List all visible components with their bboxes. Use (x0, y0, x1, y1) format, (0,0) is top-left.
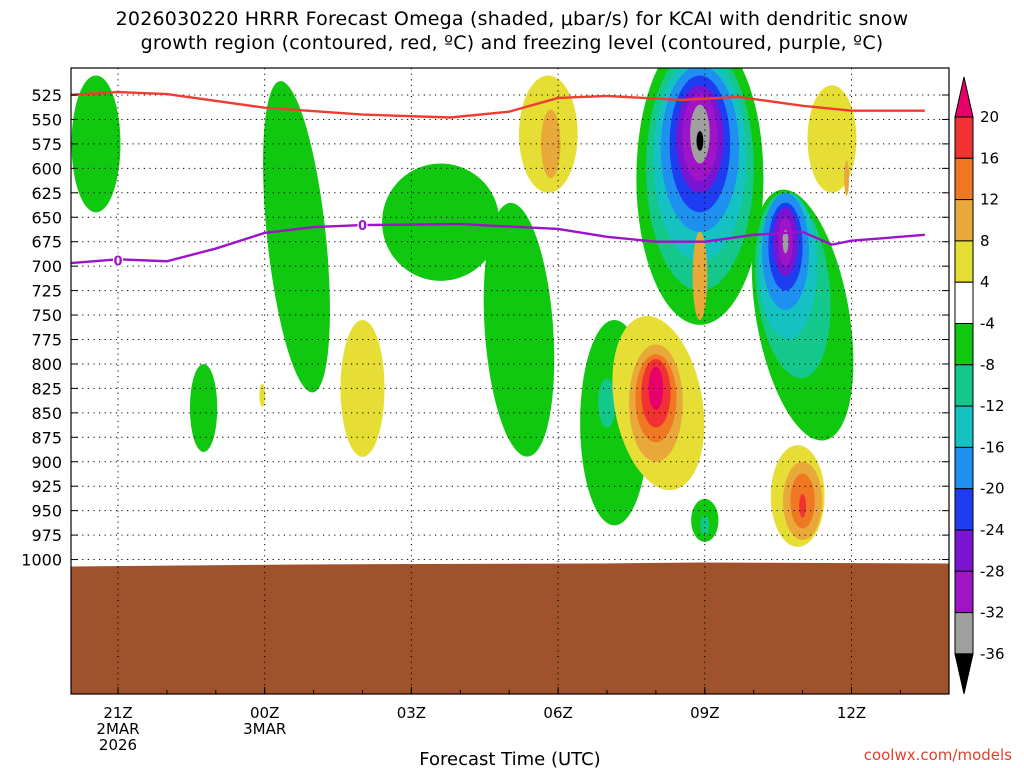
colorbar-swatch-12 (954, 570, 974, 614)
chart-title-line-1: 2026030220 HRRR Forecast Omega (shaded, … (115, 8, 909, 30)
ytick-label-725: 725 (31, 282, 62, 301)
colorbar-swatch-1 (954, 116, 974, 159)
colorbar-label-13: -36 (980, 645, 1005, 663)
ytick-label-650: 650 (31, 208, 62, 227)
dendritic-growth-line (71, 90, 925, 119)
ytick-label-1000: 1000 (21, 551, 62, 570)
y-axis: 525 550 575 600 625 650 675 700 725 750 775 800 825 8… (21, 86, 949, 570)
colorbar-top-arrow (954, 76, 974, 118)
contour-lines (71, 90, 925, 265)
omega-region-30 (807, 85, 857, 193)
colorbar-label-9: -20 (980, 480, 1005, 498)
freezing-level-line (71, 222, 925, 265)
colorbar: 20 16 12 8 4 -4 -8 -12 -16 -20 -24 -28 -32 -36 (954, 76, 1005, 695)
ytick-label-900: 900 (31, 453, 62, 472)
ytick-label-575: 575 (31, 135, 62, 154)
terrain-fill (71, 562, 949, 694)
x-axis-title: Forecast Time (UTC) (419, 749, 600, 768)
xtick-label-1-0: 00Z (250, 704, 279, 722)
ytick-label-800: 800 (31, 355, 62, 374)
omega-region-0 (71, 75, 121, 213)
colorbar-label-8: -16 (980, 438, 1005, 456)
omega-region-2 (263, 81, 330, 393)
credit-link[interactable]: coolwx.com/models (864, 746, 1012, 764)
colorbar-swatch-4 (954, 240, 974, 283)
colorbar-label-6: -8 (980, 356, 995, 374)
ytick-label-675: 675 (31, 233, 62, 252)
colorbar-swatch-2 (954, 157, 974, 201)
plot-frame (70, 67, 950, 695)
colorbar-label-11: -28 (980, 562, 1005, 580)
omega-region-1 (189, 363, 218, 452)
chart-title-line-2: growth region (contoured, red, ºC) and f… (140, 32, 884, 54)
colorbar-label-2: 12 (980, 191, 999, 209)
ytick-label-525: 525 (31, 86, 62, 105)
colorbar-swatch-10 (954, 488, 974, 531)
ytick-label-850: 850 (31, 404, 62, 423)
colorbar-label-0: 20 (980, 108, 999, 126)
pressure-gridlines (71, 94, 949, 561)
xtick-label-0-1: 2MAR (96, 720, 139, 738)
omega-region-25 (782, 229, 789, 254)
colorbar-label-12: -32 (980, 604, 1005, 622)
colorbar-label-4: 4 (980, 273, 990, 291)
xtick-label-0-0: 21Z (103, 704, 132, 722)
ytick-label-600: 600 (31, 159, 62, 178)
omega-region-8 (700, 515, 710, 536)
omega-region-31 (844, 160, 850, 196)
omega-region-6 (598, 378, 616, 428)
omega-region-29 (540, 109, 561, 179)
xtick-label-2-0: 03Z (397, 704, 426, 722)
omega-region-37 (692, 231, 708, 320)
ytick-label-925: 925 (31, 477, 62, 496)
colorbar-label-7: -12 (980, 397, 1005, 415)
omega-region-3 (382, 163, 500, 281)
xtick-label-3-0: 06Z (543, 704, 572, 722)
colorbar-label-5: -4 (980, 315, 995, 333)
xtick-label-5-0: 12Z (837, 704, 866, 722)
ytick-label-775: 775 (31, 331, 62, 350)
colorbar-label-3: 8 (980, 232, 990, 250)
xtick-label-4-0: 09Z (690, 704, 719, 722)
freezing-label-0: 0 (113, 254, 122, 269)
omega-region-17 (696, 131, 704, 151)
time-gridlines (117, 68, 852, 694)
omega-shading (71, 68, 857, 547)
freezing-label-1: 0 (358, 219, 367, 234)
colorbar-swatch-8 (954, 405, 974, 448)
omega-region-27 (259, 383, 266, 407)
ytick-label-875: 875 (31, 428, 62, 447)
colorbar-bottom-arrow (954, 653, 974, 695)
ytick-label-950: 950 (31, 502, 62, 521)
ytick-label-825: 825 (31, 379, 62, 398)
freezing-labels: 00 (113, 218, 368, 269)
colorbar-swatch-9 (954, 446, 974, 490)
ytick-label-700: 700 (31, 257, 62, 276)
ytick-label-975: 975 (31, 526, 62, 545)
colorbar-swatch-7 (954, 364, 974, 407)
ytick-label-750: 750 (31, 306, 62, 325)
freezing-label-bg-0 (113, 253, 123, 267)
ytick-label-625: 625 (31, 184, 62, 203)
xtick-label-1-1: 3MAR (243, 720, 286, 738)
colorbar-label-1: 16 (980, 149, 999, 167)
terrain-band (71, 562, 949, 694)
colorbar-label-10: -24 (980, 521, 1005, 539)
freezing-label-bg-1 (357, 218, 368, 232)
xtick-label-0-2: 2026 (99, 736, 137, 754)
colorbar-swatch-5 (954, 281, 974, 325)
omega-region-41 (799, 494, 807, 518)
colorbar-swatch-13 (954, 612, 974, 655)
colorbar-swatch-11 (954, 529, 974, 572)
colorbar-swatch-6 (954, 323, 974, 366)
colorbar-swatch-3 (954, 199, 974, 242)
ytick-label-550: 550 (31, 110, 62, 129)
omega-region-36 (648, 366, 664, 410)
